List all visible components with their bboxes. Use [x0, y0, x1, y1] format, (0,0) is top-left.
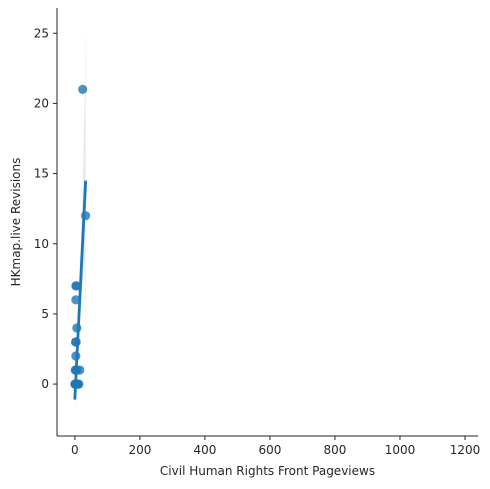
regression-line-layer: [73, 180, 88, 400]
y-tick-label: 15: [34, 167, 49, 181]
y-tick-label: 20: [34, 96, 49, 110]
ticks-layer: 0 200 400 600 800 1000 1200 0 5 10 15 20 25: [34, 26, 481, 457]
x-axis-label: Civil Human Rights Front Pageviews: [160, 464, 375, 478]
regression-line: [73, 180, 88, 400]
x-tick-label: 1000: [385, 443, 416, 457]
data-point: [78, 84, 88, 94]
axes-layer: [56, 8, 478, 437]
y-tick-label: 0: [41, 377, 49, 391]
data-point: [71, 295, 81, 305]
y-tick-label: 10: [34, 237, 49, 251]
x-tick-label: 200: [128, 443, 151, 457]
y-axis-label: HKmap.live Revisions: [9, 158, 23, 287]
data-point: [71, 281, 82, 291]
x-tick-label: 400: [193, 443, 216, 457]
x-tick-label: 800: [324, 443, 347, 457]
x-tick-label: 600: [258, 443, 281, 457]
y-tick-label: 5: [41, 307, 49, 321]
x-tick-label: 0: [71, 443, 79, 457]
x-tick-label: 1200: [450, 443, 481, 457]
y-tick-label: 25: [34, 26, 49, 40]
